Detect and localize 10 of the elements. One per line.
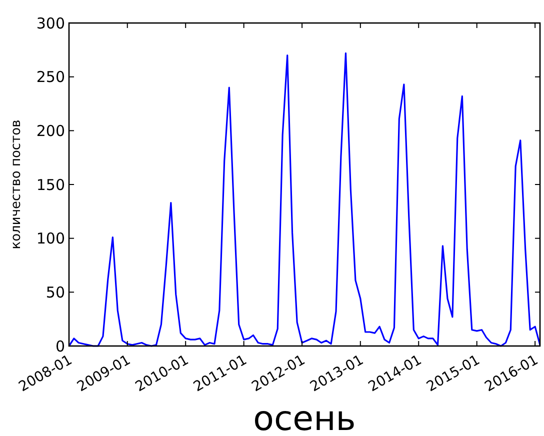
y-tick-label: 300 <box>36 14 65 32</box>
y-tick-label: 50 <box>46 283 65 302</box>
y-tick-label: 100 <box>36 230 65 248</box>
line-series <box>69 52 540 347</box>
y-tick-label: 200 <box>36 122 65 140</box>
y-tick-label: 250 <box>36 68 65 86</box>
y-axis-title: количество постов <box>9 120 24 250</box>
y-tick-label: 150 <box>36 176 65 194</box>
y-tick-label: 0 <box>55 337 65 356</box>
x-axis-title: осень <box>253 399 356 436</box>
